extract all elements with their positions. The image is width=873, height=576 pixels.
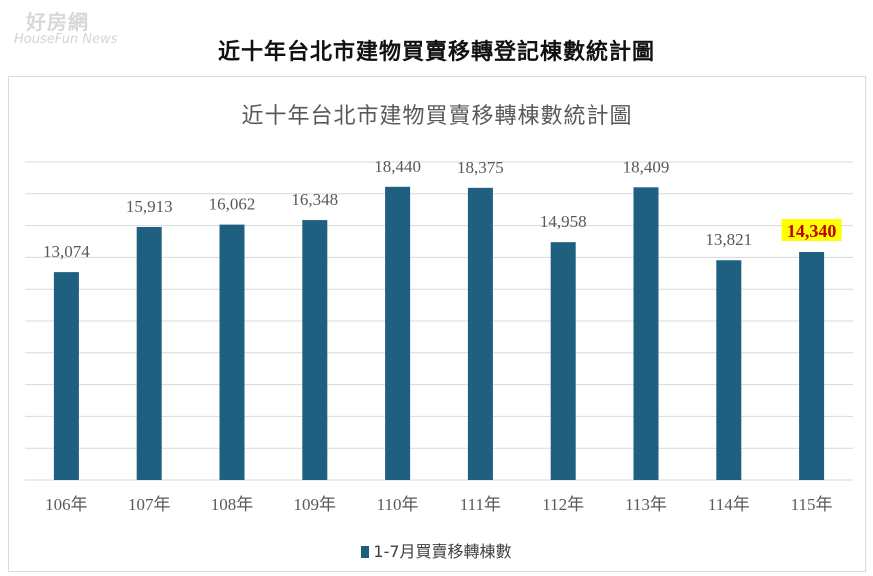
bar	[633, 187, 659, 480]
data-label: 15,913	[126, 197, 173, 216]
bar	[219, 224, 245, 480]
bar	[53, 272, 79, 480]
bar	[550, 242, 576, 480]
data-label: 18,375	[457, 158, 504, 177]
data-label: 16,062	[209, 195, 256, 214]
data-label: 18,440	[374, 157, 421, 176]
housefun-logo: 好房網 HouseFun News	[8, 6, 148, 50]
data-label: 13,074	[43, 242, 90, 261]
x-tick-label: 115年	[791, 495, 833, 514]
x-tick-label: 111年	[460, 495, 501, 514]
x-tick-label: 110年	[377, 495, 419, 514]
logo-text-cn: 好房網	[26, 10, 89, 34]
bar	[302, 220, 328, 480]
chart-frame	[8, 76, 866, 572]
legend-label: 1-7月買賣移轉棟數	[373, 542, 512, 561]
bar	[799, 251, 825, 480]
bar	[385, 186, 411, 480]
data-label: 14,958	[540, 212, 587, 231]
x-tick-label: 109年	[294, 495, 337, 514]
legend-swatch	[361, 546, 370, 558]
x-tick-label: 107年	[128, 495, 171, 514]
data-label: 16,348	[291, 190, 338, 209]
chart-title: 近十年台北市建物買賣移轉棟數統計圖	[241, 104, 633, 129]
x-tick-label: 112年	[542, 495, 584, 514]
bar	[716, 260, 742, 480]
data-label: 14,340	[787, 221, 837, 241]
data-label: 13,821	[705, 230, 752, 249]
x-tick-label: 113年	[625, 495, 667, 514]
chart-legend: 1-7月買賣移轉棟數	[0, 538, 873, 562]
bar	[467, 187, 493, 480]
x-tick-label: 106年	[45, 495, 88, 514]
page-title: 近十年台北市建物買賣移轉登記棟數統計圖	[217, 40, 655, 65]
data-label: 18,409	[623, 157, 670, 176]
bar	[136, 226, 162, 480]
logo-text-en: HouseFun News	[14, 32, 118, 47]
highlight-label-background	[781, 218, 842, 241]
x-tick-label: 108年	[211, 495, 254, 514]
x-tick-label: 114年	[708, 495, 750, 514]
